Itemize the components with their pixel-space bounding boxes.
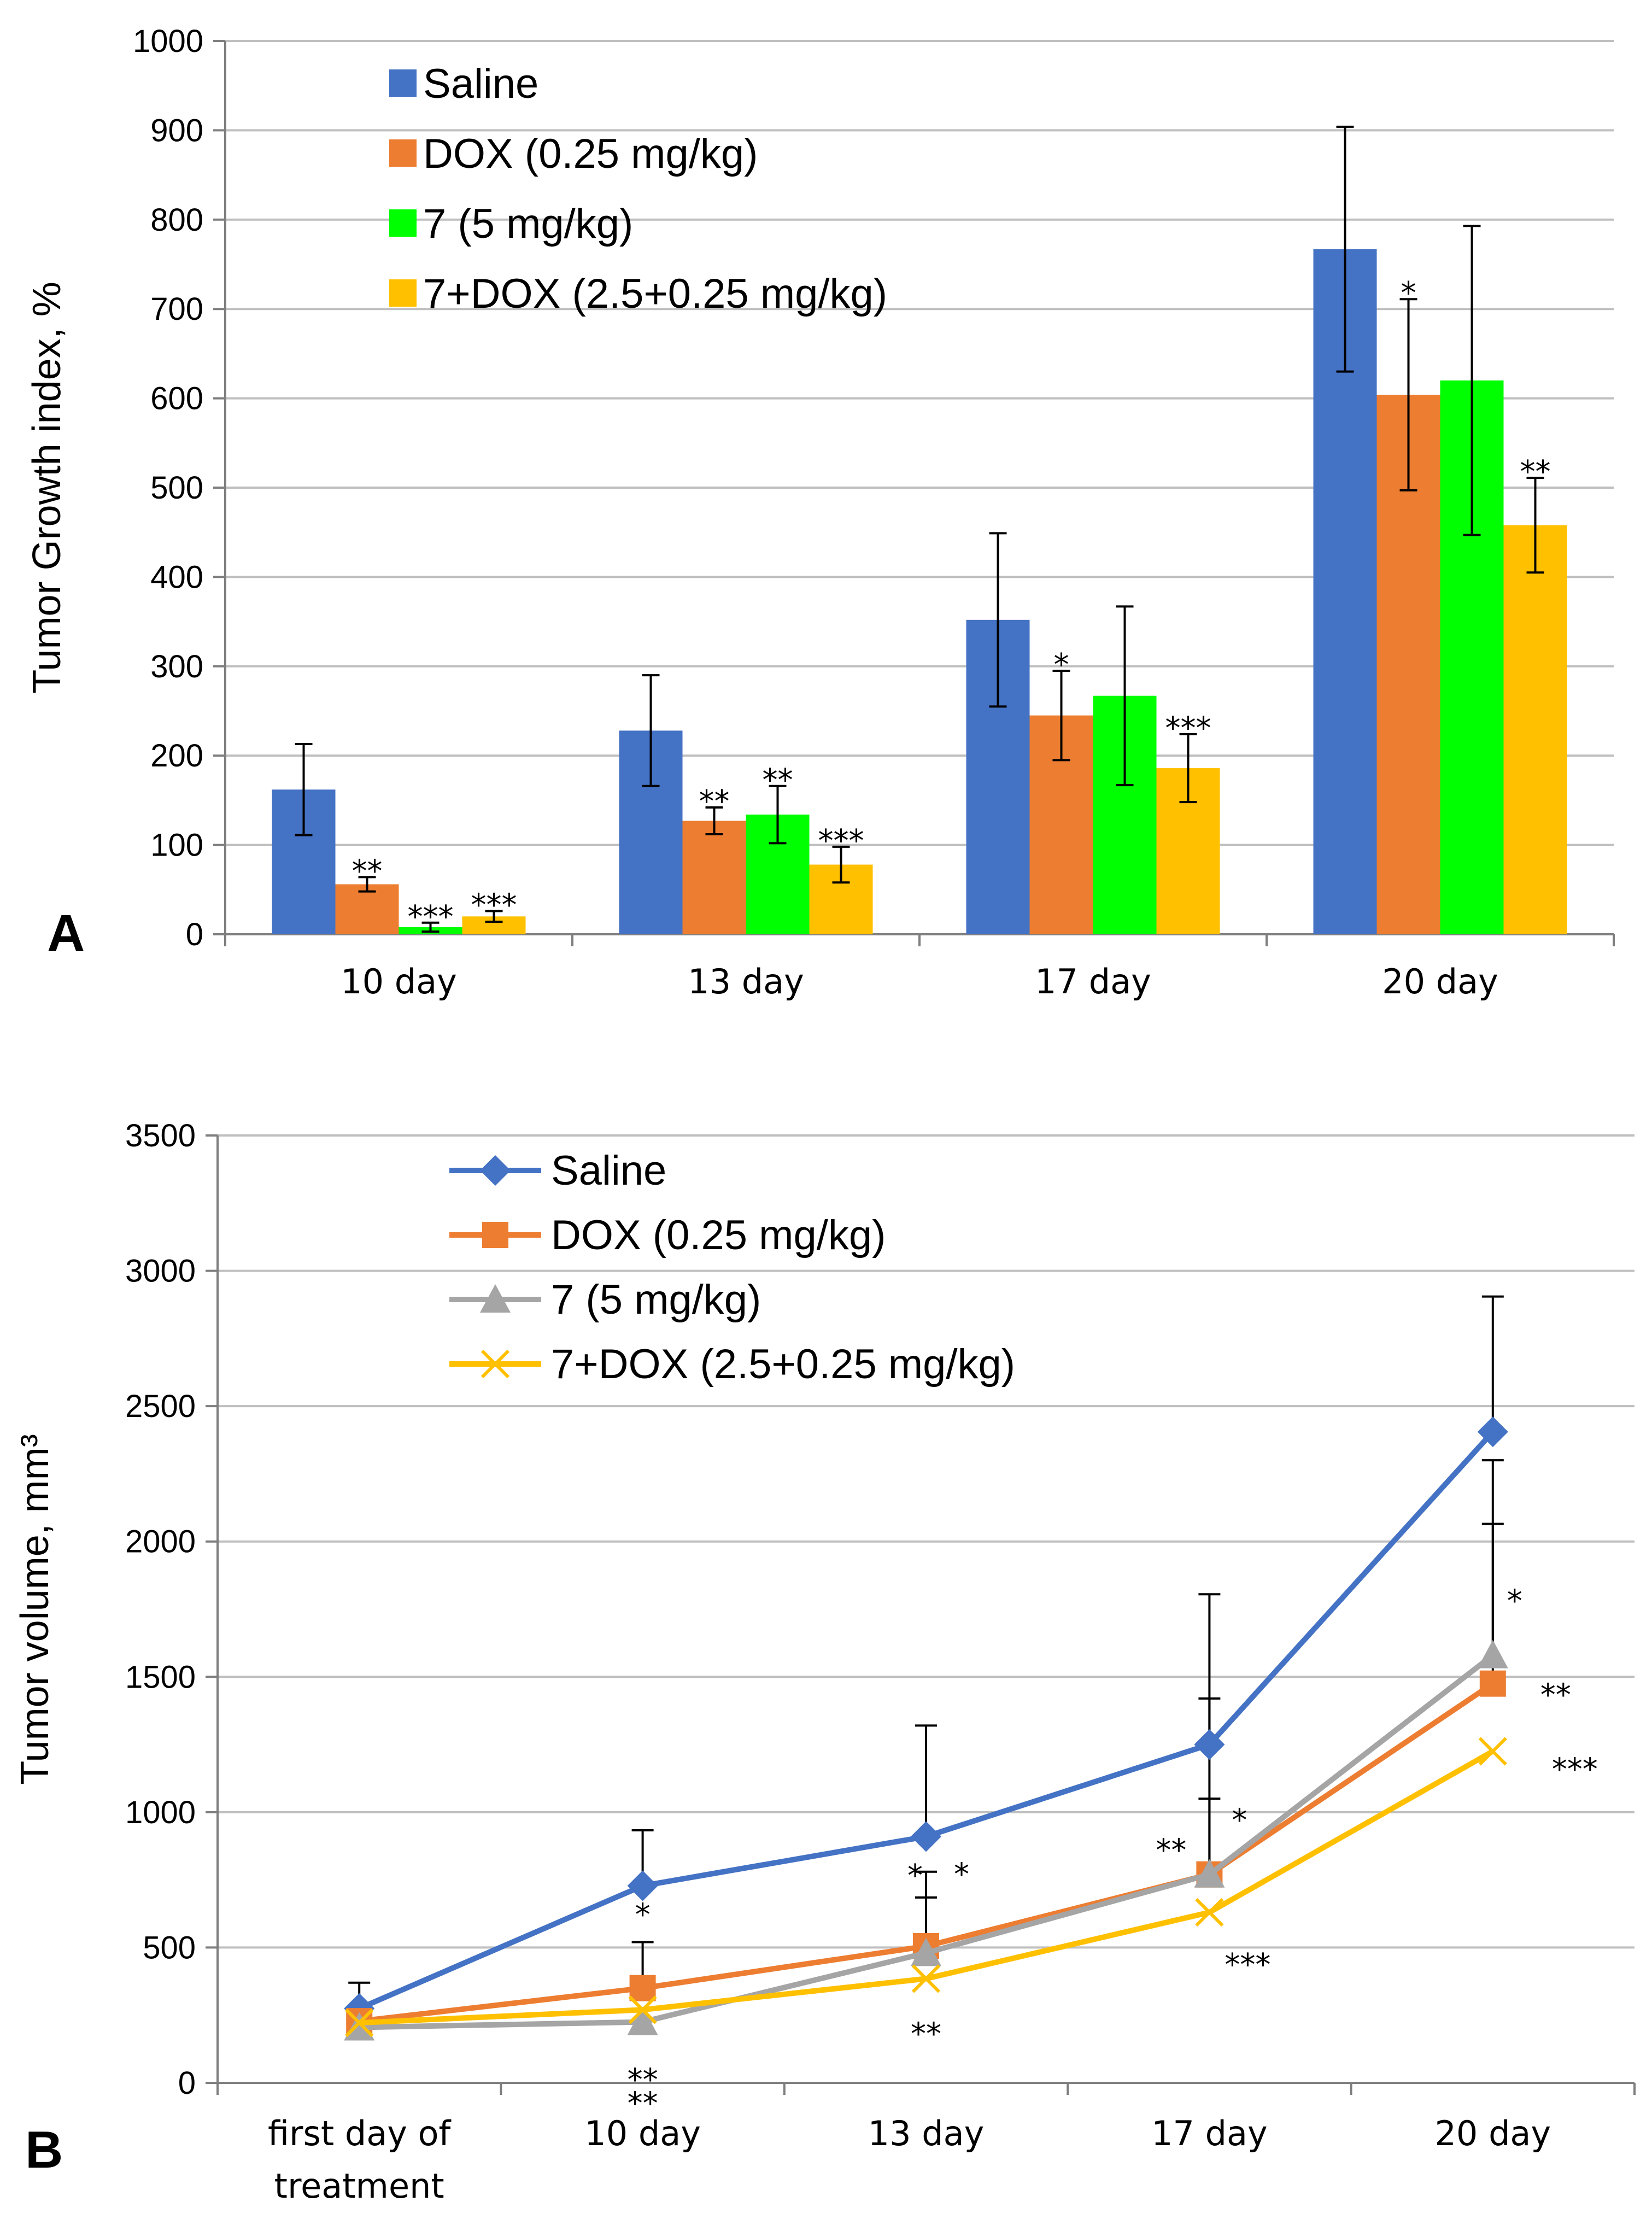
point-saline	[1477, 1416, 1508, 1448]
y-tick-label: 300	[150, 649, 203, 684]
legend-swatch-saline	[389, 69, 417, 97]
x-tick-label: 13 day	[688, 962, 804, 1002]
point-7-dox-2-5-0-25-mg-kg	[628, 1995, 657, 2024]
point-7-dox-2-5-0-25-mg-kg	[345, 2008, 374, 2038]
legend-swatch-dox-0-25-mg-kg	[389, 139, 417, 167]
panel-label-b: B	[25, 2121, 63, 2179]
significance-mark: *	[954, 1857, 969, 1892]
significance-mark: *	[1507, 1584, 1522, 1619]
significance-mark: ***	[408, 899, 454, 935]
significance-mark: *	[907, 1858, 923, 1894]
point-dox-0-25-mg-kg	[1479, 1670, 1506, 1697]
legend-marker-saline	[480, 1155, 511, 1186]
y-tick-label: 900	[150, 113, 203, 148]
legend-label-saline: Saline	[423, 61, 538, 107]
legend-label-7-5-mg-kg: 7 (5 mg/kg)	[551, 1277, 761, 1323]
y-tick-label: 3000	[125, 1254, 196, 1289]
point-7-dox-2-5-0-25-mg-kg	[1195, 1898, 1224, 1927]
x-tick-label: first day of treatment	[268, 2113, 452, 2206]
point-saline	[627, 1870, 658, 1901]
legend-swatch-7-dox-2-5-0-25-mg-kg	[389, 279, 417, 307]
panel-label-a: A	[47, 904, 85, 963]
x-tick-label: 20 day	[1434, 2113, 1551, 2153]
legend-label-7-dox-2-5-0-25-mg-kg: 7+DOX (2.5+0.25 mg/kg)	[551, 1341, 1015, 1387]
bar-dox-0-25-mg-kg	[335, 884, 399, 934]
bar-7-dox-2-5-0-25-mg-kg	[1503, 525, 1567, 934]
bar-dox-0-25-mg-kg	[682, 821, 746, 934]
significance-mark: *	[1232, 1803, 1247, 1839]
marker-stroke	[1195, 1898, 1224, 1927]
significance-mark: **	[628, 2063, 658, 2098]
point-7-dox-2-5-0-25-mg-kg	[911, 1964, 941, 1993]
point-7-5-mg-kg	[911, 1937, 941, 1966]
y-tick-label: 100	[150, 828, 203, 863]
significance-mark: **	[763, 763, 793, 798]
x-tick-label: 17 day	[1151, 2113, 1268, 2153]
x-tick-label: 20 day	[1382, 962, 1498, 1002]
point-7-5-mg-kg	[627, 2006, 658, 2035]
chart-a: 0 100 200 300 400 500 600 700 800 900 1000 10 day 13…	[25, 24, 1615, 1002]
x-tick-label: 13 day	[868, 2113, 985, 2153]
y-tick-label: 1000	[133, 24, 203, 59]
legend-label-dox-0-25-mg-kg: DOX (0.25 mg/kg)	[423, 131, 758, 177]
x-tick-label: 17 day	[1035, 962, 1151, 1002]
point-dox-0-25-mg-kg	[629, 1975, 656, 2001]
point-saline	[911, 1821, 941, 1852]
significance-mark: **	[699, 784, 730, 819]
x-tick-label: 10 day	[341, 962, 457, 1002]
significance-mark: **	[1540, 1678, 1571, 1713]
y-tick-label: 1000	[125, 1795, 196, 1830]
significance-mark: **	[352, 853, 383, 889]
legend-label-7-5-mg-kg: 7 (5 mg/kg)	[423, 201, 633, 247]
y-tick-label: 400	[150, 559, 203, 595]
y-axis-title: Tumor Growth index, %	[25, 282, 69, 694]
x-tick-label: 10 day	[584, 2113, 701, 2153]
significance-mark: **	[1156, 1833, 1186, 1869]
significance-mark: ***	[818, 823, 864, 859]
legend-marker-7-dox-2-5-0-25-mg-kg	[481, 1349, 510, 1379]
y-tick-label: 200	[150, 738, 203, 774]
y-tick-label: 2000	[125, 1524, 196, 1560]
y-tick-label: 0	[178, 2065, 196, 2101]
significance-mark: **	[628, 2086, 658, 2121]
marker-stroke	[911, 1964, 941, 1993]
legend-swatch-7-5-mg-kg	[389, 209, 417, 237]
chart-b: 0 500 1000 1500 2000 2500 3000 3500 first day of…	[13, 1118, 1636, 2206]
point-saline	[1194, 1729, 1225, 1760]
marker-stroke	[628, 1995, 657, 2024]
y-tick-label: 1500	[125, 1659, 196, 1695]
y-axis-title: Tumor volume, mm³	[13, 1434, 57, 1784]
significance-mark: **	[1520, 454, 1551, 490]
y-tick-label: 600	[150, 381, 203, 417]
legend-marker-7-5-mg-kg	[480, 1284, 511, 1313]
significance-mark: **	[911, 2016, 941, 2052]
marker-stroke	[481, 1349, 510, 1379]
y-tick-label: 800	[150, 202, 203, 238]
significance-mark: ***	[1165, 711, 1211, 746]
legend-marker-dox-0-25-mg-kg	[482, 1222, 508, 1248]
legend-label-7-dox-2-5-0-25-mg-kg: 7+DOX (2.5+0.25 mg/kg)	[423, 271, 887, 317]
point-7-5-mg-kg	[344, 2012, 375, 2041]
legend-label-saline: Saline	[551, 1147, 666, 1194]
significance-mark: *	[1054, 647, 1069, 683]
significance-mark: *	[635, 1898, 651, 1933]
significance-mark: ***	[1225, 1947, 1270, 1983]
significance-mark: ***	[471, 888, 517, 923]
y-tick-label: 0	[186, 917, 203, 952]
marker-stroke	[345, 2008, 374, 2038]
point-7-dox-2-5-0-25-mg-kg	[1478, 1737, 1507, 1766]
y-tick-label: 500	[143, 1930, 196, 1965]
point-7-5-mg-kg	[1194, 1859, 1225, 1888]
y-tick-label: 700	[150, 291, 203, 327]
marker-stroke	[1478, 1737, 1507, 1766]
significance-mark: *	[1401, 276, 1416, 311]
y-tick-label: 2500	[125, 1389, 196, 1424]
significance-mark: ***	[1552, 1752, 1598, 1787]
point-7-5-mg-kg	[1477, 1640, 1508, 1668]
legend-label-dox-0-25-mg-kg: DOX (0.25 mg/kg)	[551, 1212, 886, 1258]
y-tick-label: 3500	[125, 1118, 196, 1154]
y-tick-label: 500	[150, 470, 203, 506]
